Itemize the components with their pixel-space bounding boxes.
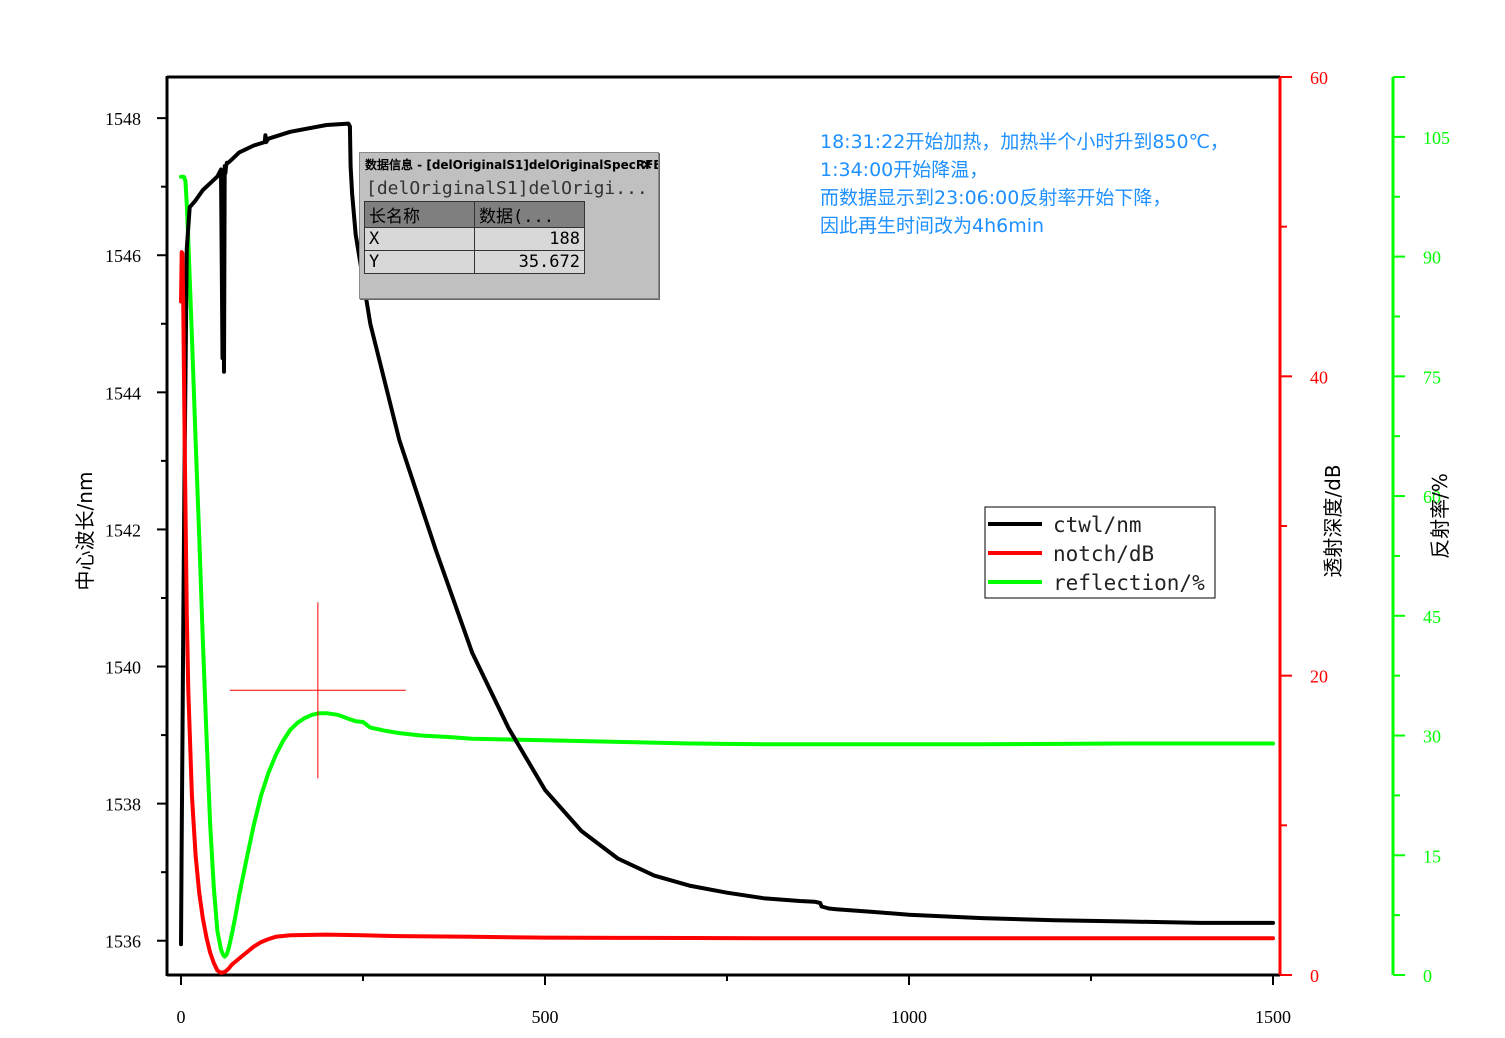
left-tick-label: 1548 — [105, 109, 141, 129]
data-info-table: 长名称 数据(... X 188 Y 35.672 — [364, 201, 585, 274]
x-tick-label: 0 — [177, 1007, 186, 1027]
legend: ctwl/nm notch/dB reflection/% — [984, 506, 1216, 599]
left-tick-label: 1546 — [105, 246, 141, 266]
right2-tick-label: 15 — [1423, 846, 1441, 866]
axes-layer: 0 500 1000 15001536153815401542154415461548… — [73, 68, 1452, 1027]
data-info-panel[interactable]: 数据信息 - [delOriginalS1]delOriginalSpecRFB… — [359, 152, 659, 299]
row-x-name: X — [364, 227, 475, 251]
right2-tick-label: 105 — [1423, 128, 1450, 148]
row-y-name: Y — [364, 250, 475, 274]
legend-label: notch/dB — [1053, 542, 1154, 566]
legend-label: ctwl/nm — [1053, 513, 1142, 537]
right1-tick-label: 0 — [1310, 966, 1319, 986]
row-y-value: 35.672 — [474, 250, 585, 274]
left-tick-label: 1536 — [105, 932, 141, 952]
header-data: 数据(... — [474, 201, 585, 228]
x-tick-label: 1500 — [1255, 1007, 1291, 1027]
left-axis-title: 中心波长/nm — [73, 472, 97, 591]
crosshair — [229, 602, 406, 779]
right2-axis-title: 反射率/% — [1428, 473, 1452, 559]
row-x-value: 188 — [474, 227, 585, 251]
note-line-3: 而数据显示到23:06:00反射率开始下降， — [820, 187, 1172, 209]
left-tick-label: 1540 — [105, 658, 141, 678]
x-tick-label: 500 — [532, 1007, 559, 1027]
data-info-title: 数据信息 - [delOriginalS1]delOriginalSpecRFB… — [365, 158, 658, 172]
right2-tick-label: 75 — [1423, 367, 1441, 387]
left-tick-label: 1542 — [105, 520, 141, 540]
right2-tick-label: 45 — [1423, 607, 1441, 627]
header-name: 长名称 — [364, 201, 475, 228]
table-header-row: 长名称 数据(... — [364, 201, 585, 228]
series-line-ctwlnm — [179, 121, 1275, 947]
right1-tick-label: 20 — [1310, 667, 1328, 687]
table-row: X 188 — [364, 227, 585, 251]
series-line-notchdb — [179, 250, 1275, 975]
right1-tick-label: 60 — [1310, 68, 1328, 88]
legend-label: reflection/% — [1053, 571, 1205, 595]
right2-tick-label: 60 — [1423, 487, 1441, 507]
series-layer — [179, 121, 1275, 975]
data-info-titlebar[interactable]: 数据信息 - [delOriginalS1]delOriginalSpecRFB… — [360, 153, 658, 177]
data-info-subtitle: [delOriginalS1]delOrigi... — [366, 178, 648, 199]
note-line-4: 因此再生时间改为4h6min — [820, 215, 1045, 237]
series-line-reflection — [179, 174, 1275, 959]
left-tick-label: 1538 — [105, 795, 141, 815]
right1-axis-title: 透射深度/dB — [1321, 464, 1345, 577]
left-tick-label: 1544 — [105, 383, 141, 403]
x-tick-label: 1000 — [891, 1007, 927, 1027]
close-icon[interactable]: × — [641, 157, 653, 173]
right1-tick-label: 40 — [1310, 367, 1328, 387]
note-line-1: 18:31:22开始加热，加热半个小时升到850℃， — [820, 131, 1229, 153]
table-row: Y 35.672 — [364, 250, 585, 274]
right2-tick-label: 30 — [1423, 727, 1441, 747]
right2-tick-label: 90 — [1423, 248, 1441, 268]
note-line-2: 1:34:00开始降温， — [820, 159, 989, 181]
annotation-note: 18:31:22开始加热，加热半个小时升到850℃， 1:34:00开始降温， … — [820, 128, 1229, 240]
right2-tick-label: 0 — [1423, 966, 1432, 986]
